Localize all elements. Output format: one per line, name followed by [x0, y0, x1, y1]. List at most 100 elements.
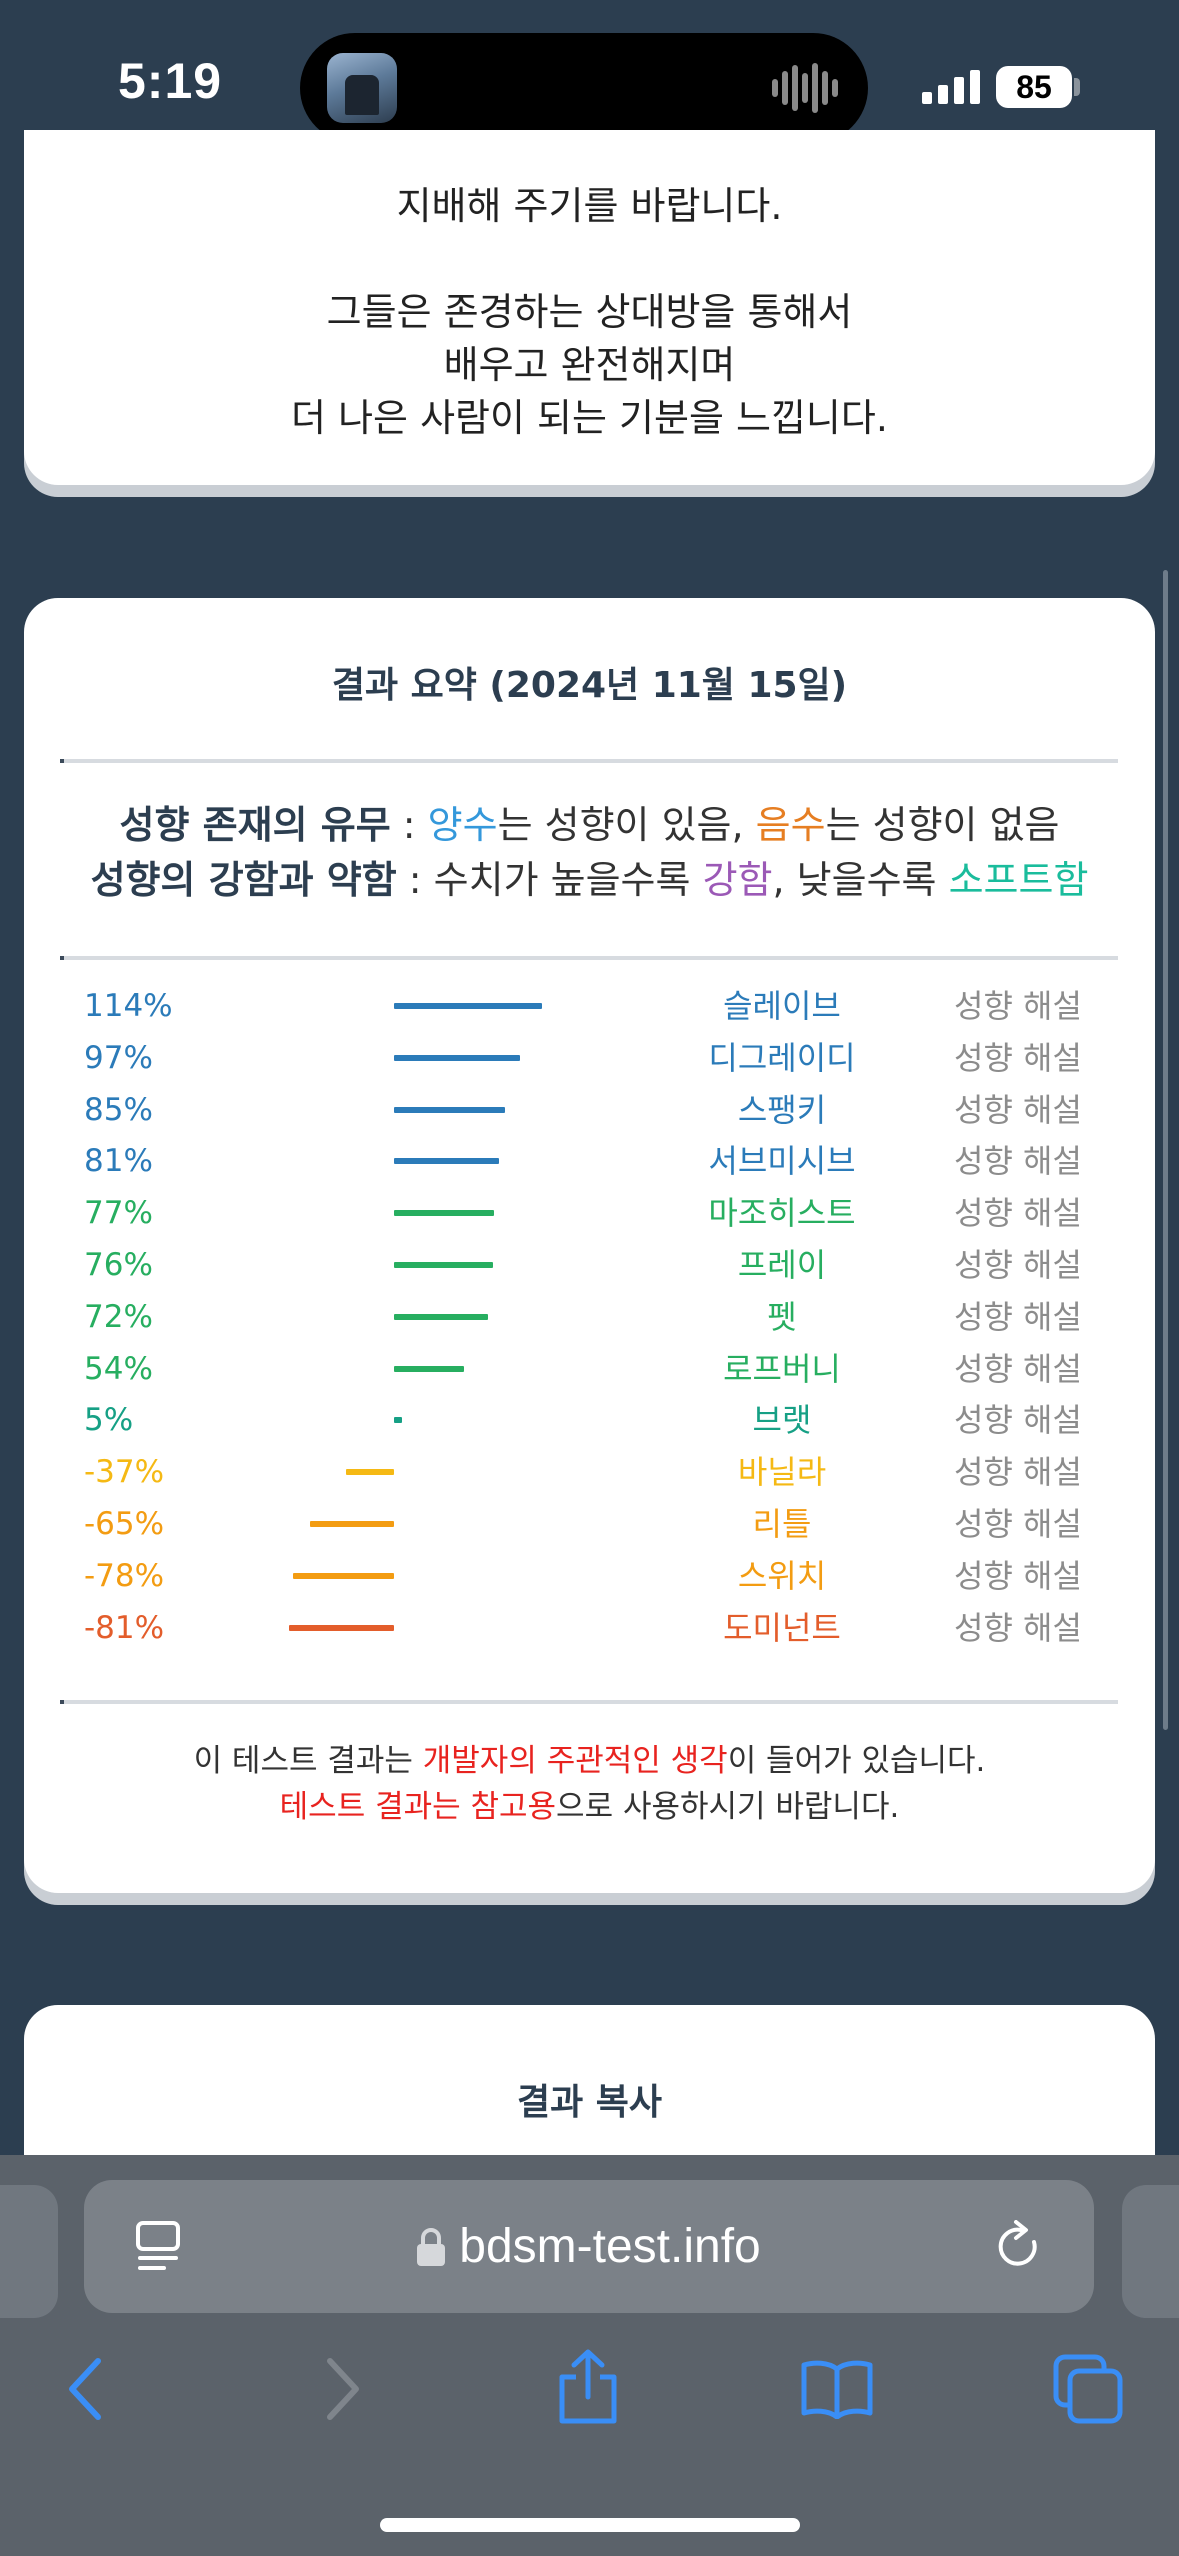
result-type-name[interactable]: 바닐라	[737, 1453, 827, 1492]
type-explanation-link[interactable]: 성향 해설	[954, 1297, 1082, 1336]
type-explanation-link[interactable]: 성향 해설	[954, 1038, 1082, 1077]
type-explanation-link[interactable]: 성향 해설	[954, 1505, 1082, 1543]
result-bar	[394, 1417, 402, 1424]
result-bar	[394, 1365, 465, 1372]
result-percentage: 72%	[84, 1298, 153, 1335]
share-icon[interactable]	[556, 2349, 620, 2425]
result-bar	[394, 1313, 488, 1320]
result-type-name[interactable]: 도미넌트	[723, 1608, 841, 1647]
result-percentage: -65%	[84, 1506, 165, 1542]
reader-mode-icon[interactable]	[134, 2220, 182, 2272]
address-bar[interactable]: bdsm-test.info	[84, 2180, 1094, 2313]
result-bar	[394, 1158, 500, 1165]
result-bar	[394, 1262, 493, 1268]
result-bar	[394, 1210, 495, 1217]
description-card: 지배해 주기를 바랍니다. 그들은 존경하는 상대방을 통해서 배우고 완전해지…	[24, 130, 1155, 485]
result-percentage: -37%	[84, 1454, 165, 1491]
result-type-name[interactable]: 프레이	[737, 1246, 827, 1284]
result-percentage: -78%	[84, 1557, 165, 1594]
legend-negative: 음수	[755, 803, 826, 847]
result-row: 81% 서브미시브 성향 해설	[24, 1141, 1155, 1193]
result-row: 97% 디그레이디 성향 해설	[24, 1038, 1155, 1090]
lock-icon	[417, 2228, 446, 2266]
result-type-name[interactable]: 서브미시브	[708, 1142, 856, 1181]
bookmarks-icon[interactable]	[800, 2359, 874, 2419]
scroll-indicator[interactable]	[1163, 570, 1168, 1730]
next-tab-preview[interactable]	[1122, 2185, 1179, 2318]
legend-text: , 낮을수록	[772, 858, 949, 902]
legend-strong: 강함	[702, 858, 773, 902]
result-row: 77% 마조히스트 성향 해설	[24, 1193, 1155, 1245]
type-explanation-link[interactable]: 성향 해설	[954, 1349, 1082, 1388]
disclaimer-highlight: 테스트 결과는 참고용	[279, 1789, 557, 1825]
result-percentage: 81%	[84, 1143, 153, 1180]
tabs-icon[interactable]	[1052, 2353, 1124, 2425]
home-indicator[interactable]	[380, 2518, 800, 2532]
disclaimer-text: 이 들어가 있습니다.	[727, 1743, 986, 1779]
legend-line-presence: 성향 존재의 유무 : 양수는 성향이 있음, 음수는 성향이 없음	[24, 798, 1155, 853]
type-explanation-link[interactable]: 성향 해설	[954, 1194, 1082, 1233]
legend-positive: 양수	[427, 803, 498, 847]
copy-result-title[interactable]: 결과 복사	[516, 2082, 662, 2123]
type-explanation-link[interactable]: 성향 해설	[954, 1556, 1082, 1595]
result-row: -65% 리틀 성향 해설	[24, 1504, 1155, 1556]
url-display[interactable]: bdsm-test.info	[84, 2180, 1094, 2313]
disclaimer-text: 이 테스트 결과는	[193, 1743, 423, 1779]
result-row: 54% 로프버니 성향 해설	[24, 1349, 1155, 1401]
result-type-name[interactable]: 브랫	[752, 1401, 812, 1440]
result-type-name[interactable]: 스위치	[737, 1556, 827, 1595]
legend-text: : 수치가 높을수록	[396, 858, 703, 902]
result-type-name[interactable]: 리틀	[752, 1505, 812, 1543]
result-percentage: 54%	[84, 1350, 153, 1387]
result-bar	[345, 1469, 394, 1476]
result-bar	[394, 1003, 543, 1009]
type-explanation-link[interactable]: 성향 해설	[954, 1401, 1082, 1440]
forward-icon[interactable]	[322, 2357, 362, 2421]
divider	[60, 1700, 1118, 1704]
result-row: 114% 슬레이브 성향 해설	[24, 986, 1155, 1038]
description-line: 지배해 주기를 바랍니다.	[396, 184, 783, 228]
copy-result-card: 결과 복사	[24, 2005, 1155, 2175]
result-row: -81% 도미넌트 성향 해설	[24, 1608, 1155, 1660]
result-bar	[288, 1624, 394, 1631]
divider	[60, 759, 1118, 763]
type-explanation-link[interactable]: 성향 해설	[954, 987, 1082, 1025]
result-bar	[394, 1106, 505, 1113]
type-explanation-link[interactable]: 성향 해설	[954, 1608, 1082, 1647]
type-explanation-link[interactable]: 성향 해설	[954, 1453, 1082, 1492]
result-row: 85% 스팽키 성향 해설	[24, 1090, 1155, 1142]
description-line: 그들은 존경하는 상대방을 통해서	[326, 290, 853, 334]
result-bar	[292, 1572, 394, 1579]
result-row: 76% 프레이 성향 해설	[24, 1245, 1155, 1297]
description-line: 더 나은 사람이 되는 기분을 느낍니다.	[291, 396, 888, 440]
legend-label: 성향의 강함과 약함	[90, 858, 397, 902]
result-type-name[interactable]: 디그레이디	[708, 1038, 856, 1077]
type-explanation-link[interactable]: 성향 해설	[954, 1246, 1082, 1284]
type-explanation-link[interactable]: 성향 해설	[954, 1142, 1082, 1181]
url-text: bdsm-test.info	[459, 2220, 761, 2273]
result-row: 5% 브랫 성향 해설	[24, 1400, 1155, 1452]
type-explanation-link[interactable]: 성향 해설	[954, 1090, 1082, 1129]
dynamic-island[interactable]	[300, 33, 868, 143]
disclaimer: 이 테스트 결과는 개발자의 주관적인 생각이 들어가 있습니다. 테스트 결과…	[24, 1738, 1155, 1830]
previous-tab-preview[interactable]	[0, 2185, 58, 2318]
description-spacer	[24, 233, 1155, 286]
result-type-name[interactable]: 로프버니	[723, 1349, 841, 1388]
result-percentage: 85%	[84, 1091, 153, 1128]
cellular-signal-icon	[922, 70, 980, 104]
legend-text: 는 성향이 없음	[825, 803, 1060, 847]
result-type-name[interactable]: 마조히스트	[708, 1194, 856, 1233]
back-icon[interactable]	[66, 2357, 106, 2421]
legend-line-strength: 성향의 강함과 약함 : 수치가 높을수록 강함, 낮을수록 소프트함	[24, 853, 1155, 908]
now-playing-thumbnail	[327, 53, 397, 123]
result-percentage: 5%	[84, 1402, 134, 1439]
result-type-name[interactable]: 스팽키	[737, 1090, 827, 1129]
battery-icon: 85	[996, 66, 1072, 108]
result-percentage: 76%	[84, 1247, 153, 1283]
result-type-name[interactable]: 펫	[767, 1297, 797, 1336]
divider	[60, 956, 1118, 960]
reload-icon[interactable]	[994, 2220, 1044, 2274]
result-percentage: 97%	[84, 1039, 153, 1076]
result-type-name[interactable]: 슬레이브	[723, 987, 841, 1025]
description-text: 지배해 주기를 바랍니다. 그들은 존경하는 상대방을 통해서 배우고 완전해지…	[24, 180, 1155, 445]
